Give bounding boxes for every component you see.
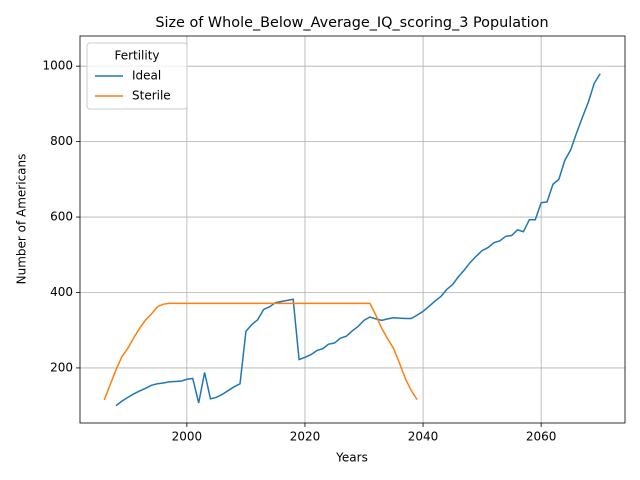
x-tick-label: 2060 — [526, 430, 557, 444]
plot-frame — [79, 35, 626, 424]
y-axis-label: Number of Americans — [15, 154, 29, 285]
y-tick-label: 800 — [50, 134, 73, 148]
legend-label: Ideal — [132, 69, 161, 83]
x-tick-label: 2040 — [408, 430, 439, 444]
y-tick-label: 1000 — [42, 59, 73, 73]
data-line — [103, 302, 418, 401]
legend-box — [86, 42, 188, 110]
x-tick-label: 2020 — [290, 430, 321, 444]
x-axis-label: Years — [335, 451, 368, 465]
y-tick-label: 400 — [50, 285, 73, 299]
data-line — [115, 73, 601, 407]
legend-title: Fertility — [114, 49, 159, 63]
y-tick-label: 200 — [50, 360, 73, 374]
y-tick-label: 600 — [50, 210, 73, 224]
x-tick-label: 2000 — [172, 430, 203, 444]
chart-title: Size of Whole_Below_Average_IQ_scoring_3… — [155, 15, 548, 31]
legend-label: Sterile — [132, 89, 171, 103]
